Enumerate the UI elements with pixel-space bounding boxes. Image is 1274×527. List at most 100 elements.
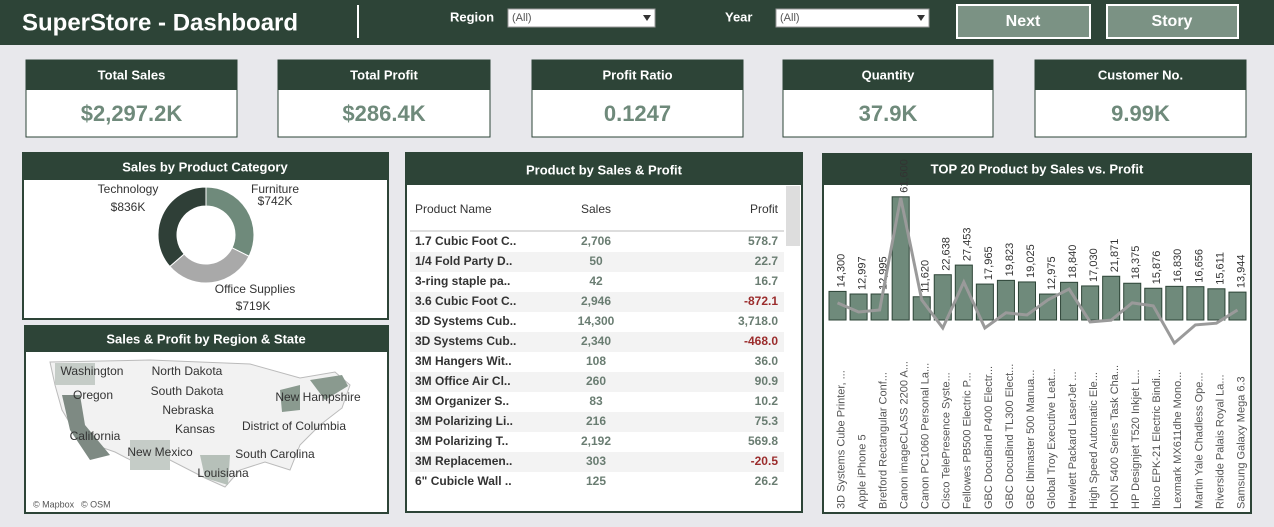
state-label: New Hampshire [275, 390, 361, 404]
state-label: California [70, 429, 121, 443]
state-label: Oregon [73, 388, 113, 402]
profit-line [836, 197, 1239, 346]
bar-value-label: 12,995 [878, 256, 890, 290]
table-cell: 22.7 [755, 254, 779, 268]
x-tick-label: Apple iPhone 5 [856, 434, 868, 509]
x-tick-label: Global Troy Executive Leat... [1046, 368, 1058, 509]
table-cell: 3M Office Air Cl.. [415, 374, 511, 388]
button-label: Next [1006, 13, 1041, 30]
panel-header [406, 153, 802, 185]
panel [22, 152, 389, 320]
row-band [410, 372, 784, 392]
kpi-header [783, 60, 993, 90]
table-cell: 2,706 [581, 234, 611, 248]
state-shape [200, 455, 230, 485]
table-cell: 1.7 Cubic Foot C.. [415, 234, 516, 248]
panel-title: Sales by Product Category [122, 159, 288, 174]
table-cell: 14,300 [578, 314, 615, 328]
dropdown-value: (All) [512, 12, 532, 24]
table-cell: 3M Organizer S.. [415, 394, 509, 408]
bar [933, 274, 952, 321]
table-cell: 3M Replacemen.. [415, 454, 512, 468]
table-cell: 3D Systems Cub.. [415, 314, 516, 328]
panel-title: Sales & Profit by Region & State [106, 331, 305, 346]
year-dropdown[interactable] [775, 8, 930, 28]
x-tick-label: GBC DocuBind P400 Electr... [983, 366, 995, 509]
next-button[interactable] [956, 4, 1091, 39]
donut-slice [157, 186, 207, 268]
table-cell: 2,192 [581, 434, 611, 448]
state-label: Kansas [175, 422, 215, 436]
bar [1165, 285, 1184, 321]
dropdown-value: (All) [780, 12, 800, 24]
state-shape [130, 440, 170, 470]
story-button[interactable] [1106, 4, 1239, 39]
state-shape [280, 385, 300, 412]
map [49, 359, 351, 488]
region-dropdown[interactable] [507, 8, 656, 28]
bar [1207, 288, 1226, 321]
table-cell: 3D Systems Cub.. [415, 334, 516, 348]
x-tick-label: Ibico EPK-21 Electric Bindi... [1151, 369, 1163, 509]
kpi-title: Profit Ratio [602, 67, 672, 82]
bar [891, 196, 910, 321]
x-tick-label: Hewlett Packard LaserJet ... [1067, 371, 1079, 509]
table-cell: 6" Cubicle Wall .. [415, 474, 512, 488]
state-shape [55, 363, 95, 385]
panel-header [23, 153, 388, 180]
bar-value-label: 13,944 [1235, 254, 1247, 288]
bar-value-label: 17,030 [1088, 248, 1100, 282]
bar [1186, 286, 1205, 321]
bar-value-label: 18,375 [1130, 246, 1142, 280]
state-label: Nebraska [162, 403, 214, 417]
row-band [410, 452, 784, 472]
column-header: Product Name [415, 202, 492, 216]
state-shape [62, 395, 110, 460]
table-cell: 16.7 [755, 274, 779, 288]
table-cell: 50 [589, 254, 603, 268]
x-tick-label: Canon PC1060 Personal La... [920, 363, 932, 509]
filter-label: Year [725, 9, 752, 24]
x-tick-label: Samsung Galaxy Mega 6.3 [1235, 376, 1247, 509]
column-header: Profit [750, 202, 779, 216]
x-tick-label: High Speed Automatic Ele... [1088, 372, 1100, 509]
bar-value-label: 14,300 [835, 254, 847, 288]
row-band [410, 292, 784, 312]
slice-label: Office Supplies [215, 282, 296, 296]
table-cell: 3.6 Cubic Foot C.. [415, 294, 516, 308]
table-cell: 90.9 [755, 374, 779, 388]
kpi-header [26, 60, 237, 90]
bar-value-label: 12,997 [856, 256, 868, 290]
bar-value-label: 61,600 [899, 159, 911, 193]
table-cell: 3M Polarizing Li.. [415, 414, 513, 428]
table-cell: 75.3 [755, 414, 779, 428]
table-cell: -20.5 [751, 454, 779, 468]
table-cell: 3,718.0 [738, 314, 778, 328]
x-tick-label: 3D Systems Cube Printer, ... [835, 370, 847, 509]
filter-label: Region [450, 9, 494, 24]
button-label: Story [1152, 13, 1193, 30]
table-cell: 36.0 [755, 354, 779, 368]
row-band [410, 252, 784, 272]
kpi-value: 0.1247 [604, 101, 671, 126]
x-tick-label: Martin Yale Chadless Ope... [1193, 372, 1205, 509]
dropdown-arrow [917, 15, 925, 21]
table-cell: 108 [586, 354, 606, 368]
bar-value-label: 11,620 [920, 260, 932, 293]
kpi-header [278, 60, 490, 90]
table-cell: 578.7 [748, 234, 778, 248]
kpi-value: 37.9K [859, 101, 918, 126]
table-cell: 2,340 [581, 334, 611, 348]
kpi-header [532, 60, 743, 90]
bar-value-label: 21,871 [1109, 239, 1121, 273]
scrollbar[interactable] [786, 186, 800, 246]
x-tick-label: Cisco TelePresence Syste... [941, 372, 953, 509]
table-cell: 2,946 [581, 294, 611, 308]
bar-value-label: 16,656 [1193, 249, 1205, 283]
state-label: Louisiana [197, 466, 249, 480]
bar-value-label: 19,025 [1025, 244, 1037, 278]
kpi-value: 9.99K [1111, 101, 1170, 126]
row-band [410, 412, 784, 432]
row-band [410, 332, 784, 352]
